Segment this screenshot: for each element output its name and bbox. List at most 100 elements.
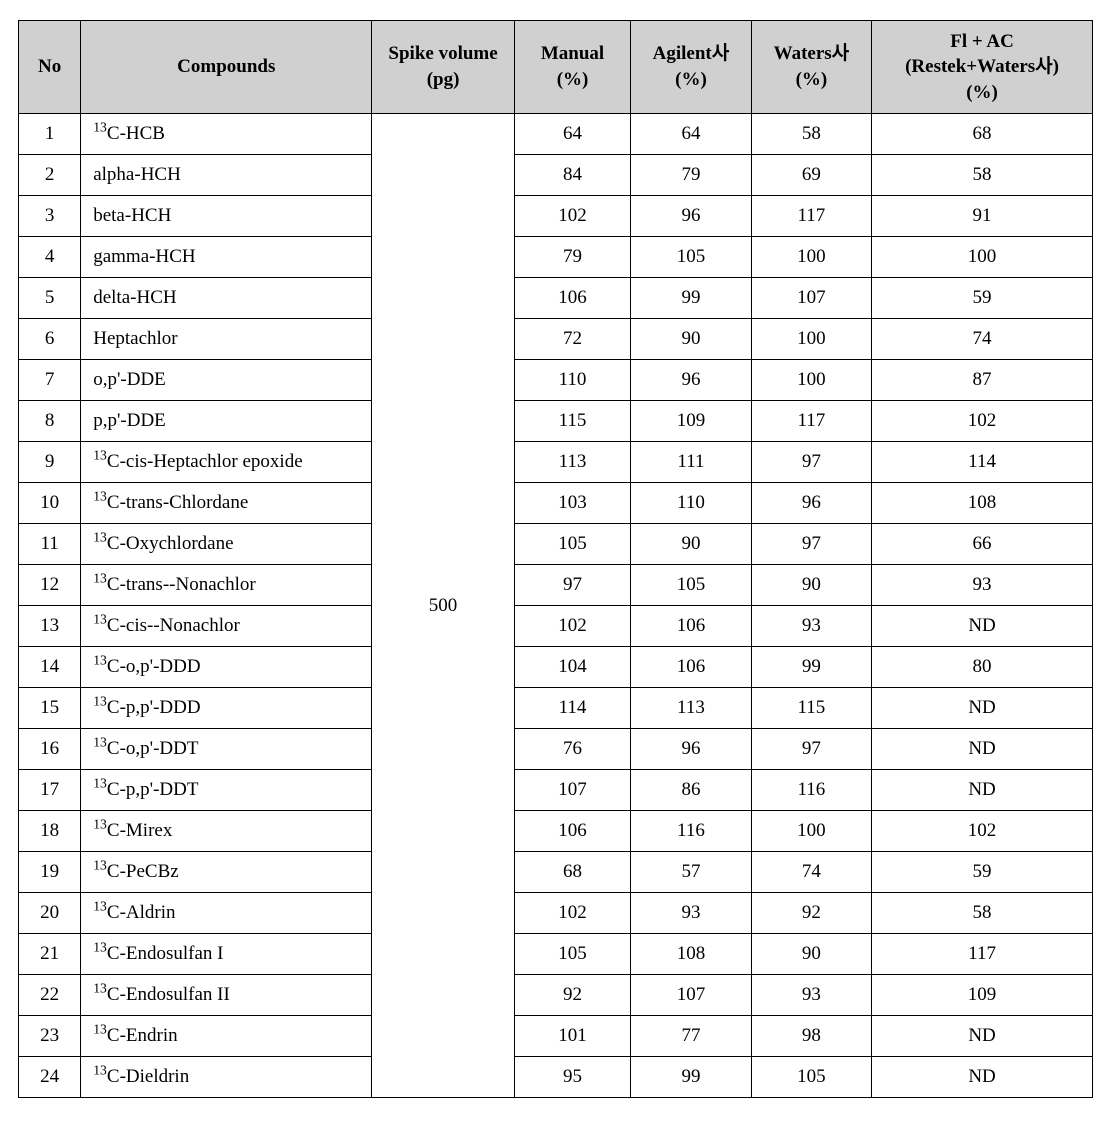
table-row: 1513C-p,p'-DDD114113115ND <box>19 688 1093 729</box>
cell-manual: 103 <box>514 483 630 524</box>
cell-compound: 13C-Oxychlordane <box>81 524 372 565</box>
cell-flac: 68 <box>872 114 1093 155</box>
col-header-manual-label: Manual(%) <box>515 35 630 98</box>
col-header-agilent-label: Agilent사(%) <box>631 35 750 98</box>
cell-no: 6 <box>19 319 81 360</box>
cell-flac: ND <box>872 770 1093 811</box>
table-row: 1613C-o,p'-DDT769697ND <box>19 729 1093 770</box>
table-row: 4gamma-HCH79105100100 <box>19 237 1093 278</box>
cell-flac: 80 <box>872 647 1093 688</box>
col-header-no: No <box>19 21 81 114</box>
cell-agilent: 96 <box>631 196 751 237</box>
col-header-flac-label: Fl + AC(Restek+Waters사)(%) <box>872 23 1092 112</box>
cell-flac: 117 <box>872 934 1093 975</box>
cell-waters: 99 <box>751 647 871 688</box>
cell-flac: 74 <box>872 319 1093 360</box>
table-row: 2alpha-HCH84796958 <box>19 155 1093 196</box>
cell-waters: 90 <box>751 934 871 975</box>
cell-compound: Heptachlor <box>81 319 372 360</box>
cell-waters: 97 <box>751 729 871 770</box>
cell-flac: 93 <box>872 565 1093 606</box>
cell-agilent: 77 <box>631 1016 751 1057</box>
cell-no: 11 <box>19 524 81 565</box>
cell-waters: 93 <box>751 606 871 647</box>
cell-no: 7 <box>19 360 81 401</box>
cell-compound: beta-HCH <box>81 196 372 237</box>
cell-no: 21 <box>19 934 81 975</box>
cell-waters: 97 <box>751 524 871 565</box>
cell-waters: 100 <box>751 237 871 278</box>
cell-waters: 97 <box>751 442 871 483</box>
table-row: 1213C-trans--Nonachlor971059093 <box>19 565 1093 606</box>
cell-flac: 108 <box>872 483 1093 524</box>
cell-no: 15 <box>19 688 81 729</box>
table-row: 2413C-Dieldrin9599105ND <box>19 1057 1093 1098</box>
table-row: 1113C-Oxychlordane105909766 <box>19 524 1093 565</box>
cell-flac: ND <box>872 606 1093 647</box>
table-row: 913C-cis-Heptachlor epoxide11311197114 <box>19 442 1093 483</box>
cell-agilent: 113 <box>631 688 751 729</box>
table-body: 113C-HCB500646458682alpha-HCH847969583be… <box>19 114 1093 1098</box>
cell-compound: 13C-trans--Nonachlor <box>81 565 372 606</box>
cell-manual: 76 <box>514 729 630 770</box>
cell-compound: 13C-p,p'-DDD <box>81 688 372 729</box>
cell-no: 24 <box>19 1057 81 1098</box>
cell-waters: 117 <box>751 401 871 442</box>
cell-no: 3 <box>19 196 81 237</box>
cell-compound: 13C-p,p'-DDT <box>81 770 372 811</box>
table-row: 2213C-Endosulfan II9210793109 <box>19 975 1093 1016</box>
table-row: 2113C-Endosulfan I10510890117 <box>19 934 1093 975</box>
cell-waters: 117 <box>751 196 871 237</box>
cell-waters: 100 <box>751 319 871 360</box>
cell-manual: 106 <box>514 278 630 319</box>
cell-no: 17 <box>19 770 81 811</box>
cell-no: 14 <box>19 647 81 688</box>
cell-manual: 113 <box>514 442 630 483</box>
cell-agilent: 110 <box>631 483 751 524</box>
col-header-spike-label: Spike volume(pg) <box>372 35 514 98</box>
cell-manual: 68 <box>514 852 630 893</box>
cell-waters: 92 <box>751 893 871 934</box>
cell-waters: 116 <box>751 770 871 811</box>
cell-compound: 13C-Dieldrin <box>81 1057 372 1098</box>
cell-agilent: 106 <box>631 606 751 647</box>
table-row: 2013C-Aldrin102939258 <box>19 893 1093 934</box>
cell-compound: o,p'-DDE <box>81 360 372 401</box>
cell-manual: 104 <box>514 647 630 688</box>
table-row: 113C-HCB50064645868 <box>19 114 1093 155</box>
table-row: 5delta-HCH1069910759 <box>19 278 1093 319</box>
cell-waters: 74 <box>751 852 871 893</box>
col-header-agilent: Agilent사(%) <box>631 21 751 114</box>
cell-manual: 92 <box>514 975 630 1016</box>
cell-flac: 102 <box>872 811 1093 852</box>
table-row: 6Heptachlor729010074 <box>19 319 1093 360</box>
cell-spike-volume: 500 <box>372 114 515 1098</box>
cell-manual: 107 <box>514 770 630 811</box>
cell-manual: 105 <box>514 524 630 565</box>
cell-compound: 13C-trans-Chlordane <box>81 483 372 524</box>
cell-no: 1 <box>19 114 81 155</box>
table-row: 1813C-Mirex106116100102 <box>19 811 1093 852</box>
cell-agilent: 105 <box>631 237 751 278</box>
table-row: 1413C-o,p'-DDD1041069980 <box>19 647 1093 688</box>
col-header-manual: Manual(%) <box>514 21 630 114</box>
cell-compound: delta-HCH <box>81 278 372 319</box>
cell-no: 20 <box>19 893 81 934</box>
cell-compound: 13C-Aldrin <box>81 893 372 934</box>
cell-waters: 100 <box>751 811 871 852</box>
cell-waters: 115 <box>751 688 871 729</box>
cell-manual: 106 <box>514 811 630 852</box>
table-row: 1713C-p,p'-DDT10786116ND <box>19 770 1093 811</box>
cell-compound: gamma-HCH <box>81 237 372 278</box>
cell-agilent: 105 <box>631 565 751 606</box>
cell-no: 22 <box>19 975 81 1016</box>
col-header-spike: Spike volume(pg) <box>372 21 515 114</box>
cell-no: 9 <box>19 442 81 483</box>
table-header-row: No Compounds Spike volume(pg) Manual(%) … <box>19 21 1093 114</box>
cell-flac: 59 <box>872 278 1093 319</box>
table-row: 1913C-PeCBz68577459 <box>19 852 1093 893</box>
cell-no: 13 <box>19 606 81 647</box>
table-row: 3beta-HCH1029611791 <box>19 196 1093 237</box>
cell-manual: 105 <box>514 934 630 975</box>
cell-agilent: 90 <box>631 319 751 360</box>
